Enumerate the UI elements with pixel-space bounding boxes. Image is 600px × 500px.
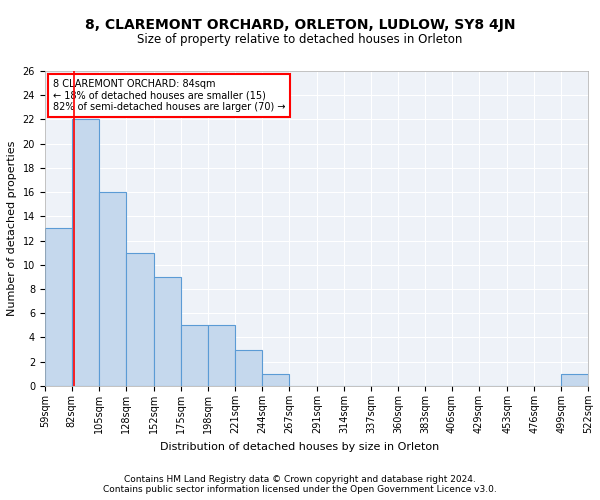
Bar	[181, 326, 208, 386]
Bar	[154, 277, 181, 386]
Bar	[561, 374, 588, 386]
Y-axis label: Number of detached properties: Number of detached properties	[7, 140, 17, 316]
Bar	[99, 192, 125, 386]
Text: Distribution of detached houses by size in Orleton: Distribution of detached houses by size …	[160, 442, 440, 452]
Bar	[235, 350, 262, 386]
Text: 8 CLAREMONT ORCHARD: 84sqm
← 18% of detached houses are smaller (15)
82% of semi: 8 CLAREMONT ORCHARD: 84sqm ← 18% of deta…	[53, 79, 286, 112]
Bar	[262, 374, 289, 386]
Text: Contains public sector information licensed under the Open Government Licence v3: Contains public sector information licen…	[103, 485, 497, 494]
Bar	[125, 252, 154, 386]
Text: Size of property relative to detached houses in Orleton: Size of property relative to detached ho…	[137, 32, 463, 46]
Text: Contains HM Land Registry data © Crown copyright and database right 2024.: Contains HM Land Registry data © Crown c…	[124, 475, 476, 484]
Bar	[72, 120, 99, 386]
Text: 8, CLAREMONT ORCHARD, ORLETON, LUDLOW, SY8 4JN: 8, CLAREMONT ORCHARD, ORLETON, LUDLOW, S…	[85, 18, 515, 32]
Bar	[45, 228, 72, 386]
Bar	[208, 326, 235, 386]
